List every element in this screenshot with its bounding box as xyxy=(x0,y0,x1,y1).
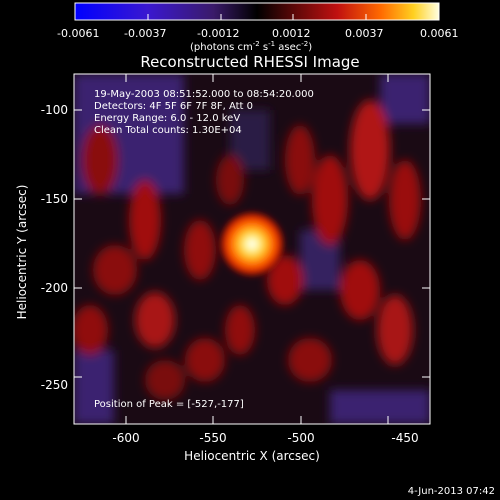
flare-source xyxy=(218,210,286,278)
info-clean-counts: Clean Total counts: 1.30E+04 xyxy=(94,125,242,136)
colorbar-tick-label: 0.0061 xyxy=(420,27,459,40)
rhessi-image xyxy=(74,74,430,424)
colorbar-tick-label: -0.0012 xyxy=(197,27,239,40)
x-tick-label: -600 xyxy=(112,431,139,445)
y-tick-label: -150 xyxy=(41,192,68,206)
y-tick-label: -200 xyxy=(41,281,68,295)
x-tick-label: -450 xyxy=(391,431,418,445)
peak-position: Position of Peak = [-527,-177] xyxy=(94,399,244,410)
info-detectors: Detectors: 4F 5F 6F 7F 8F, Att 0 xyxy=(94,101,253,112)
y-axis-ticks xyxy=(74,109,430,378)
footer-date: 4-Jun-2013 07:42 xyxy=(408,486,495,497)
y-tick-label: -250 xyxy=(41,378,68,392)
colorbar-tick-label: -0.0061 xyxy=(57,27,99,40)
info-energy-range: Energy Range: 6.0 - 12.0 keV xyxy=(94,113,240,124)
colorbar-tick-label: 0.0037 xyxy=(345,27,384,40)
colorbar xyxy=(74,2,440,21)
x-axis-label: Heliocentric X (arcsec) xyxy=(184,449,320,463)
x-axis-ticks xyxy=(125,74,389,424)
colorbar-tick-label: -0.0037 xyxy=(124,27,166,40)
x-tick-label: -550 xyxy=(199,431,226,445)
image-title: Reconstructed RHESSI Image xyxy=(140,53,359,71)
x-tick-label: -500 xyxy=(287,431,314,445)
colorbar-unit-label: (photons cm-2 s-1 asec-2) xyxy=(190,40,312,53)
y-axis-label: Heliocentric Y (arcsec) xyxy=(15,185,29,320)
y-tick-label: -100 xyxy=(41,103,68,117)
colorbar-tick-label: 0.0012 xyxy=(272,27,311,40)
plot-frame xyxy=(73,73,431,425)
info-time-range: 19-May-2003 08:51:52.000 to 08:54:20.000 xyxy=(94,89,314,100)
colorbar-ticks xyxy=(74,14,440,20)
